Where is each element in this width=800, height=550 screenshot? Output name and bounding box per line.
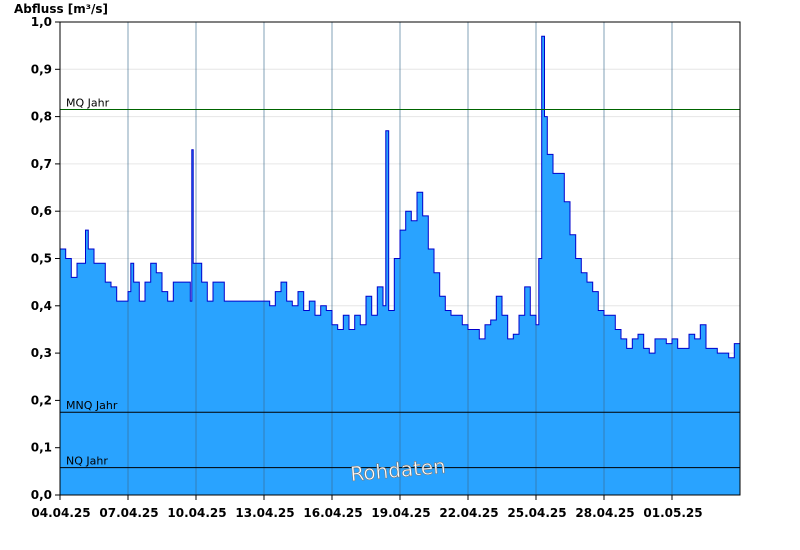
reference-label-1: MNQ Jahr [66, 399, 118, 412]
discharge-line [60, 35, 741, 359]
x-tick-label-7: 25.04.25 [507, 506, 566, 520]
x-tick-label-2: 10.04.25 [167, 506, 226, 520]
y-tick-label-1: 0,1 [31, 441, 52, 455]
x-tick-label-4: 16.04.25 [303, 506, 362, 520]
y-tick-label-9: 0,9 [31, 62, 52, 76]
y-tick-label-5: 0,5 [31, 252, 52, 266]
y-tick-label-7: 0,7 [31, 157, 52, 171]
y-tick-label-4: 0,4 [31, 299, 52, 313]
reference-label-0: MQ Jahr [66, 97, 110, 110]
y-tick-label-8: 0,8 [31, 110, 52, 124]
x-tick-label-0: 04.04.25 [31, 506, 90, 520]
x-tick-label-1: 07.04.25 [99, 506, 158, 520]
x-tick-label-3: 13.04.25 [235, 506, 294, 520]
reference-label-2: NQ Jahr [66, 455, 108, 468]
y-tick-label-3: 0,3 [31, 346, 52, 360]
day-separator-lines [127, 22, 673, 495]
y-tick-label-6: 0,6 [31, 204, 52, 218]
x-tick-label-8: 28.04.25 [575, 506, 634, 520]
x-axis: 04.04.25 07.04.25 10.04.25 13.04.25 16.04.25… [31, 495, 703, 520]
y-tick-label-10: 1,0 [31, 15, 52, 29]
x-tick-label-9: 01.05.25 [643, 506, 702, 520]
y-tick-label-2: 0,2 [31, 393, 52, 407]
y-axis: 0,0 0,1 0,2 0,3 0,4 0,5 0,6 0,7 0,8 0,9 1,0 [31, 15, 60, 502]
reference-lines: MQ Jahr MNQ Jahr NQ Jahr [60, 97, 740, 469]
x-tick-label-6: 22.04.25 [439, 506, 498, 520]
x-tick-label-5: 19.04.25 [371, 506, 430, 520]
y-axis-label: Abfluss [m³/s] [14, 2, 108, 16]
y-tick-label-0: 0,0 [31, 488, 52, 502]
